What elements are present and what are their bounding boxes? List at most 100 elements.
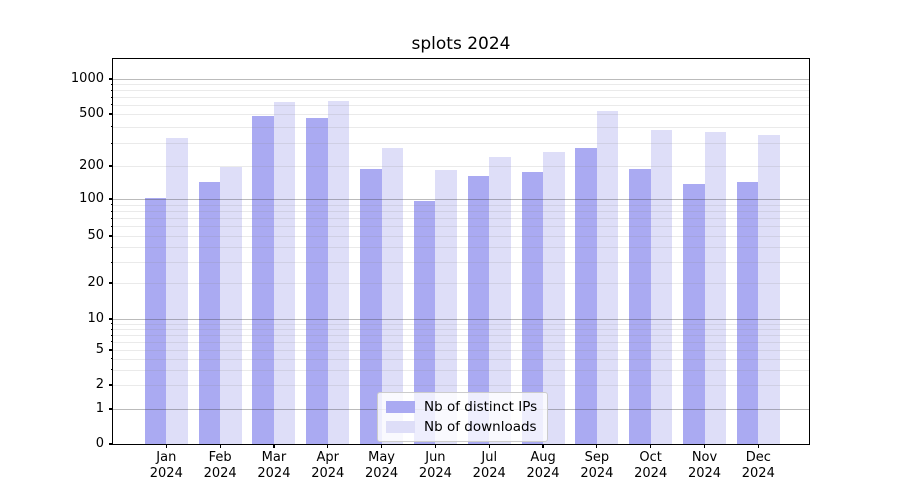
y-axis-minor-tick-mark [110, 210, 113, 212]
x-axis-tick-mark [757, 444, 759, 448]
x-axis-tick-mark [650, 444, 652, 448]
y-axis-minor-tick-mark [110, 247, 113, 248]
bar-distinct-ips-sep [575, 147, 597, 444]
y-axis-tick-label: 2 [95, 377, 104, 392]
legend: Nb of distinct IPs Nb of downloads [377, 392, 549, 442]
y-axis-minor-tick-mark [110, 165, 113, 167]
y-axis-minor-tick-mark [110, 104, 113, 106]
y-axis-minor-tick-mark [110, 341, 113, 343]
y-axis-minor-tick-mark [110, 349, 113, 351]
gridline-minor [113, 358, 809, 360]
x-axis-tick-label: Jan 2024 [134, 450, 198, 482]
bar-downloads-nov [704, 131, 726, 444]
x-tick-month: Jul [481, 450, 498, 465]
x-axis-tick-mark [542, 444, 544, 448]
gridline-minor [113, 323, 809, 325]
y-axis-minor-tick-mark [110, 358, 113, 359]
bar-downloads-dec [758, 135, 780, 444]
x-axis-tick-label: Sep 2024 [565, 450, 629, 482]
gridline-minor [113, 97, 809, 98]
y-axis-tick-label: 10 [87, 311, 104, 326]
x-axis-tick-mark [273, 444, 275, 448]
bar-distinct-ips-dec [736, 181, 759, 444]
bar-distinct-ips-may [360, 169, 382, 444]
x-tick-month: Jun [425, 450, 446, 465]
x-axis-tick-mark [165, 444, 167, 448]
chart-title: splots 2024 [411, 34, 511, 54]
y-axis-minor-tick-mark [110, 225, 113, 227]
y-axis-tick-mark [108, 443, 113, 445]
y-axis-minor-tick-mark [110, 113, 113, 115]
bar-downloads-may [381, 147, 404, 444]
x-tick-year: 2024 [365, 466, 399, 481]
bar-downloads-jan [166, 137, 188, 444]
x-axis-tick-label: Mar 2024 [242, 450, 306, 482]
gridline-minor [113, 126, 809, 128]
bar-distinct-ips-jun [413, 201, 436, 444]
x-tick-month: Mar [261, 450, 287, 465]
y-axis-tick-mark [108, 78, 113, 80]
gridline-minor [113, 84, 809, 86]
gridline-minor [113, 114, 809, 115]
x-axis-tick-label: Jul 2024 [457, 450, 521, 482]
x-axis-tick-mark [327, 444, 329, 448]
bar-downloads-mar [273, 101, 296, 444]
y-axis-minor-tick-mark [110, 235, 113, 237]
gridline-minor [113, 247, 809, 249]
x-tick-month: Sep [584, 450, 610, 465]
y-axis-tick-label: 500 [79, 106, 104, 121]
y-axis-tick-mark [108, 408, 113, 410]
gridline-minor [113, 369, 809, 371]
bar-downloads-jul [489, 156, 511, 444]
bar-distinct-ips-nov [683, 184, 705, 444]
y-axis-tick-label: 5 [95, 342, 104, 357]
y-axis-tick-label: 1000 [70, 71, 104, 86]
y-axis-tick-label: 50 [87, 228, 104, 243]
x-tick-month: Jan [156, 450, 177, 465]
gridline-minor [113, 226, 809, 228]
bar-downloads-jun [435, 169, 457, 444]
bar-distinct-ips-oct [629, 168, 651, 444]
legend-item: Nb of distinct IPs [386, 399, 537, 415]
y-axis-minor-tick-mark [110, 89, 113, 91]
y-axis-minor-tick-mark [110, 334, 113, 336]
x-axis-tick-label: May 2024 [350, 450, 414, 482]
gridline-minor [113, 262, 809, 264]
x-tick-month: Feb [208, 450, 232, 465]
y-axis-tick-label: 200 [79, 158, 104, 173]
gridline-minor [113, 90, 809, 92]
x-axis-tick-label: Feb 2024 [188, 450, 252, 482]
x-tick-month: Nov [691, 450, 718, 465]
bar-downloads-oct [650, 129, 673, 444]
y-axis-tick-label: 100 [79, 191, 104, 206]
y-axis-minor-tick-mark [110, 282, 113, 284]
y-axis-minor-tick-mark [110, 261, 113, 263]
x-axis-tick-mark [703, 444, 706, 448]
bar-distinct-ips-aug [521, 172, 544, 444]
bar-distinct-ips-feb [198, 181, 221, 444]
x-axis-tick-label: Aug 2024 [511, 450, 575, 482]
x-tick-year: 2024 [687, 466, 722, 481]
gridline-minor [113, 328, 809, 330]
x-axis-tick-mark [380, 444, 383, 448]
y-axis-minor-tick-mark [110, 142, 113, 144]
gridline-minor [113, 385, 809, 386]
gridline-major [113, 79, 809, 80]
gridline-minor [113, 350, 809, 351]
y-axis-tick-mark [108, 198, 113, 200]
y-axis-minor-tick-mark [110, 384, 113, 386]
y-axis-minor-tick-mark [110, 217, 113, 219]
x-tick-year: 2024 [418, 466, 452, 481]
x-tick-month: Apr [316, 450, 340, 465]
gridline-minor [113, 210, 809, 212]
gridline-minor [113, 236, 809, 237]
x-tick-year: 2024 [257, 466, 291, 481]
x-axis-tick-mark [434, 444, 436, 448]
legend-swatch-distinct-ips [386, 401, 415, 413]
y-axis-minor-tick-mark [110, 323, 113, 325]
x-tick-month: Oct [639, 450, 662, 465]
x-tick-year: 2024 [580, 466, 614, 481]
x-axis-tick-label: Jun 2024 [403, 450, 467, 482]
gridline-minor [113, 218, 809, 220]
